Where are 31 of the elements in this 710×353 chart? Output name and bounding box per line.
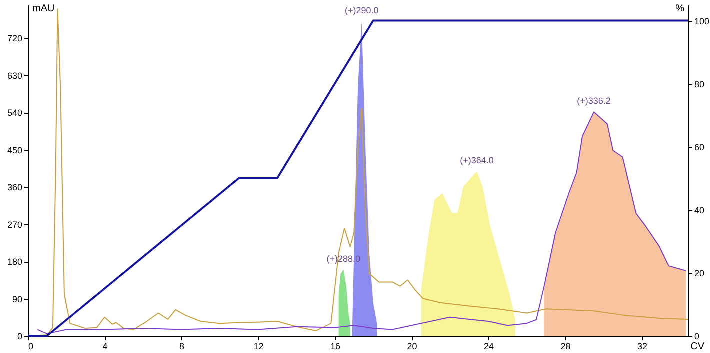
x-tick-label: 0 bbox=[28, 342, 34, 352]
x-tick-label: 20 bbox=[407, 342, 418, 352]
y-tick-label: 0 bbox=[17, 332, 22, 342]
y2-tick-label: 20 bbox=[694, 268, 705, 278]
y2-tick-label: 40 bbox=[694, 205, 705, 216]
y-tick-label: 180 bbox=[7, 257, 22, 268]
annotation: (+)336.2 bbox=[577, 96, 611, 106]
y-tick-label: 360 bbox=[7, 182, 22, 193]
x-tick-label: 32 bbox=[637, 342, 648, 352]
x-tick-label: 28 bbox=[560, 342, 571, 352]
y-tick-label: 450 bbox=[7, 145, 22, 156]
x-tick-label: 4 bbox=[102, 342, 108, 352]
y2-axis-title: % bbox=[676, 4, 685, 14]
y-tick-label: 90 bbox=[12, 294, 22, 304]
y2-tick-label: 80 bbox=[694, 79, 705, 90]
y-tick-label: 720 bbox=[7, 34, 22, 44]
y-tick-label: 540 bbox=[7, 108, 22, 118]
y2-tick-label: 100 bbox=[694, 16, 710, 26]
annotation: (+)290.0 bbox=[344, 6, 379, 16]
x-tick-label: 24 bbox=[484, 342, 494, 352]
y2-tick-label: 60 bbox=[694, 142, 705, 152]
y-tick-label: 270 bbox=[7, 220, 22, 230]
y-axis-title: mAU bbox=[32, 4, 55, 14]
x-tick-label: 16 bbox=[330, 342, 340, 352]
x-axis-title: CV bbox=[690, 342, 705, 352]
y2-tick-label: 0 bbox=[694, 332, 700, 342]
annotation: (+)364.0 bbox=[460, 155, 494, 166]
y-tick-label: 630 bbox=[7, 70, 22, 81]
x-tick-label: 12 bbox=[254, 342, 264, 352]
x-tick-label: 8 bbox=[179, 342, 184, 352]
line-series bbox=[37, 112, 687, 334]
